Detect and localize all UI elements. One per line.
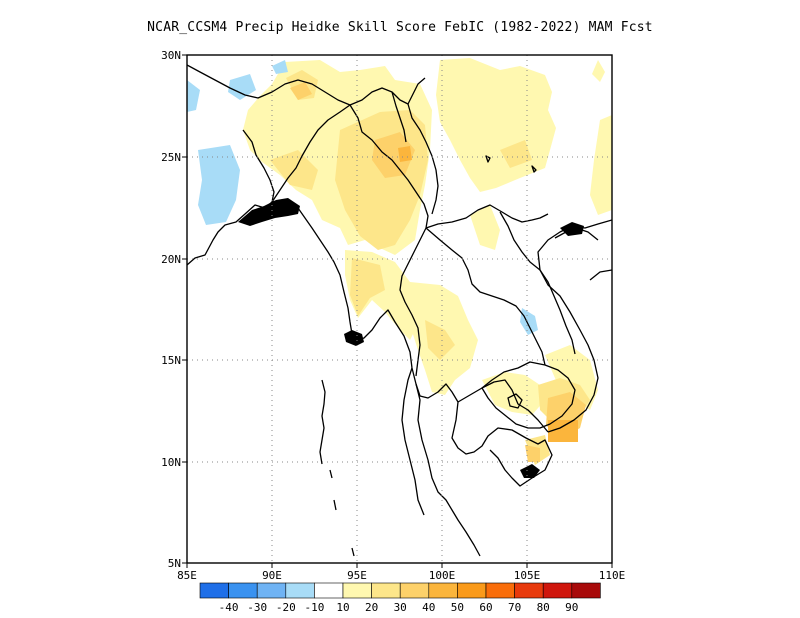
skill-area-east [592, 60, 605, 82]
colorbar-swatch [428, 582, 458, 599]
lake-tonle-sap [507, 393, 523, 409]
river-mark [531, 165, 537, 173]
colorbar-label: 70 [508, 601, 521, 614]
colorbar-swatch [314, 582, 344, 599]
colorbar [199, 582, 601, 599]
latitude-labels: 30N 25N 20N 15N 10N 5N [161, 49, 181, 570]
map-gridlines [187, 55, 612, 563]
skill-area-mid-thai [425, 320, 455, 360]
border-thai-myanmar [399, 227, 427, 377]
colorbar-label: 90 [565, 601, 578, 614]
colorbar-swatch [342, 582, 372, 599]
ganges-delta [238, 198, 300, 226]
border-bangladesh [242, 129, 275, 203]
lat-label: 20N [161, 253, 181, 266]
colorbar-label: -10 [304, 601, 324, 614]
lake-china [485, 155, 491, 163]
skill-area-mid-myanmar [350, 258, 385, 316]
border-china-laos-vn [425, 204, 549, 229]
border-myanmar-india [271, 104, 351, 203]
skill-area-hi1 [372, 132, 415, 178]
colorbar-swatch [571, 582, 601, 599]
colorbar-swatch [514, 582, 544, 599]
coastline-west-pen [401, 367, 425, 516]
longitude-labels: 85E 90E 95E 100E 105E 110E [177, 569, 625, 582]
lat-label: 15N [161, 354, 181, 367]
skill-area-china [436, 58, 556, 192]
lat-label: 25N [161, 151, 181, 164]
colorbar-swatch [371, 582, 401, 599]
colorbar-labels: -40 -30 -20 -10 10 20 30 40 50 60 70 80 90 [219, 601, 579, 614]
border-china-inner [407, 103, 439, 215]
colorbar-label: 80 [537, 601, 550, 614]
lon-label: 100E [429, 569, 456, 582]
skill-area-neg4 [520, 308, 538, 335]
border-laos-thai [425, 227, 546, 366]
skill-area-peak [548, 420, 578, 442]
skill-area-neg3 [187, 80, 200, 112]
border-india-china [187, 64, 426, 106]
skill-area-mid-ne [500, 140, 532, 168]
skill-area-neg1 [228, 74, 256, 100]
coastline-peninsula [415, 383, 481, 557]
coastline-thai-gulf [457, 379, 549, 433]
lon-label: 90E [262, 569, 282, 582]
skill-area-peak2 [398, 146, 412, 162]
map-frame [186, 54, 613, 564]
hainan-coast [589, 269, 612, 281]
colorbar-swatch [457, 582, 487, 599]
coastal-detail-clusters [238, 198, 584, 478]
lon-label: 95E [347, 569, 367, 582]
colorbar-label: -20 [276, 601, 296, 614]
border-yunnan [391, 91, 407, 143]
skill-area-hi4 [525, 445, 540, 462]
lat-label: 10N [161, 456, 181, 469]
colorbar-label: -30 [247, 601, 267, 614]
colorbar-swatch [256, 582, 287, 599]
andaman-islands [319, 379, 355, 557]
border-laos-vn [499, 211, 576, 355]
colorbar-label: 50 [451, 601, 464, 614]
colorbar-swatch [485, 582, 515, 599]
lat-label: 5N [168, 557, 181, 570]
colorbar-label: -40 [219, 601, 239, 614]
skill-area-neg5 [272, 60, 288, 74]
skill-area-hi2 [290, 82, 312, 100]
colorbar-swatch [285, 582, 315, 599]
chart-title: NCAR_CCSM4 Precip Heidke Skill Score Feb… [147, 20, 653, 35]
colorbar-label: 30 [394, 601, 407, 614]
colorbar-label: 20 [365, 601, 378, 614]
colorbar-swatch [542, 582, 573, 599]
skill-area-laos [470, 205, 500, 250]
skill-shading [187, 58, 612, 465]
border-cambodia [481, 361, 576, 429]
lon-label: 110E [599, 569, 626, 582]
colorbar-label: 60 [479, 601, 492, 614]
lon-label: 85E [177, 569, 197, 582]
colorbar-label: 40 [422, 601, 435, 614]
red-river-delta [560, 222, 584, 236]
tick-marks [182, 54, 613, 568]
skill-area-east2 [590, 115, 612, 215]
colorbar-swatch [399, 582, 430, 599]
colorbar-swatch [199, 582, 229, 599]
lon-label: 105E [514, 569, 541, 582]
lat-label: 30N [161, 49, 181, 62]
skill-area-neg2 [198, 145, 240, 225]
border-myanmar-china [349, 104, 429, 229]
mekong-delta [520, 464, 540, 478]
colorbar-label: 10 [336, 601, 349, 614]
colorbar-swatch [228, 582, 258, 599]
irrawaddy-delta [344, 330, 364, 346]
